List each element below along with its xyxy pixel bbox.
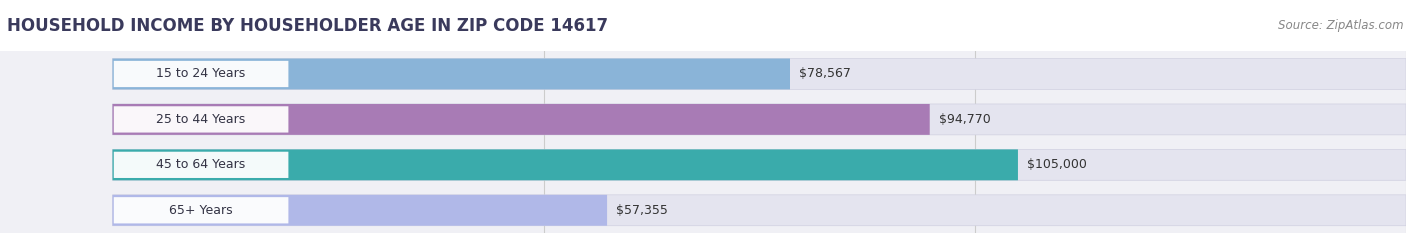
FancyBboxPatch shape (112, 149, 1018, 180)
FancyBboxPatch shape (112, 104, 1406, 135)
FancyBboxPatch shape (112, 149, 1406, 180)
FancyBboxPatch shape (114, 61, 288, 87)
FancyBboxPatch shape (114, 152, 288, 178)
FancyBboxPatch shape (114, 106, 288, 133)
FancyBboxPatch shape (112, 104, 929, 135)
FancyBboxPatch shape (112, 58, 1406, 89)
Text: 45 to 64 Years: 45 to 64 Years (156, 158, 246, 171)
Text: 15 to 24 Years: 15 to 24 Years (156, 68, 246, 80)
FancyBboxPatch shape (114, 197, 288, 223)
FancyBboxPatch shape (112, 195, 607, 226)
FancyBboxPatch shape (112, 195, 1406, 226)
Text: $94,770: $94,770 (939, 113, 991, 126)
Text: HOUSEHOLD INCOME BY HOUSEHOLDER AGE IN ZIP CODE 14617: HOUSEHOLD INCOME BY HOUSEHOLDER AGE IN Z… (7, 17, 609, 35)
Text: 65+ Years: 65+ Years (169, 204, 233, 217)
Text: 25 to 44 Years: 25 to 44 Years (156, 113, 246, 126)
Text: $105,000: $105,000 (1026, 158, 1087, 171)
Text: $78,567: $78,567 (799, 68, 851, 80)
Text: $57,355: $57,355 (616, 204, 668, 217)
FancyBboxPatch shape (112, 58, 790, 89)
Text: Source: ZipAtlas.com: Source: ZipAtlas.com (1278, 19, 1403, 32)
